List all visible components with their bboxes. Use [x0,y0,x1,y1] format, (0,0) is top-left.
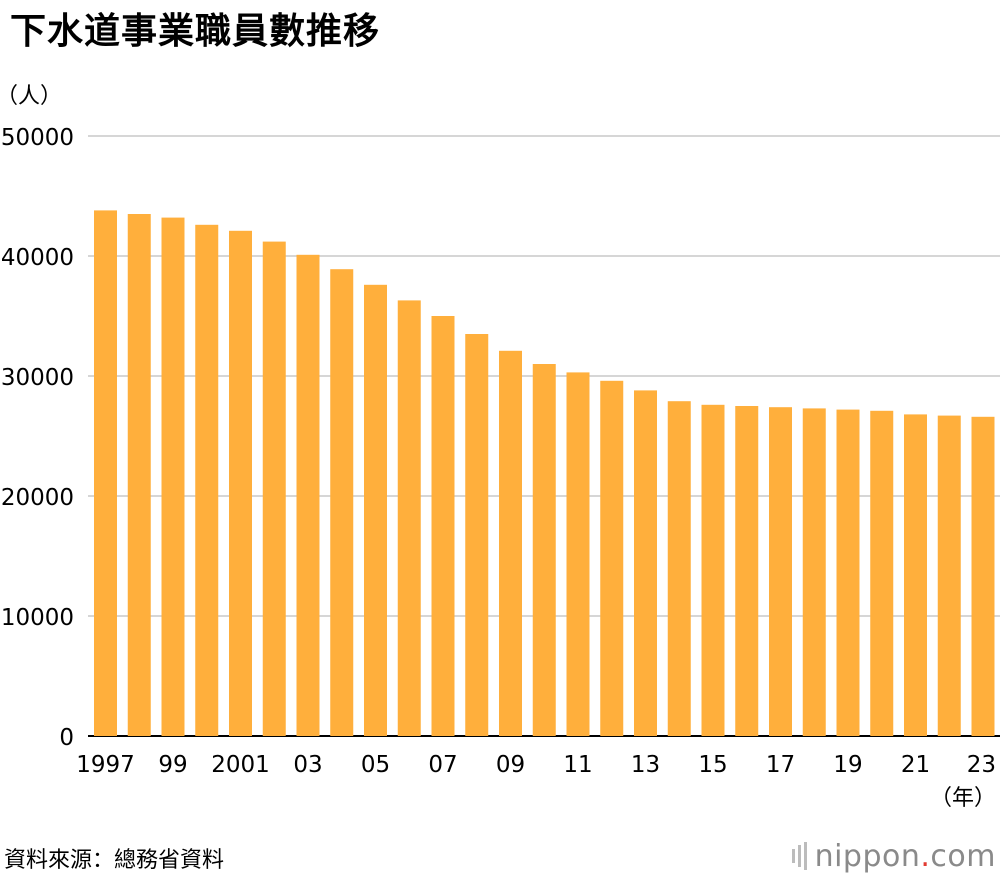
bar-2013 [634,390,657,736]
bar-2017 [769,407,792,736]
bar-1997 [94,210,117,736]
x-tick-label: 13 [631,752,660,778]
x-tick-label: 03 [293,752,322,778]
x-tick-label: 07 [428,752,457,778]
x-tick-label: 99 [158,752,187,778]
x-tick-label: 21 [901,752,930,778]
x-tick-label: 09 [496,752,525,778]
x-tick-label: 15 [698,752,727,778]
bar-2018 [802,408,826,736]
x-tick-labels: 1997 99 2001 03 05 07 09 11 13 15 17 19 21 23 [76,752,996,778]
x-axis-label: （年） [930,786,996,811]
y-tick-label: 10000 [1,605,74,631]
bar-2004 [330,269,354,736]
bar-2007 [431,316,455,736]
x-tick-label: 05 [361,752,390,778]
logo-bars-icon [791,842,807,870]
bar-2022 [937,415,961,736]
bar-1998 [127,214,151,736]
bar-2020 [870,410,894,736]
bar-2016 [735,406,759,736]
bar-2000 [195,224,219,737]
bar-2002 [262,241,286,736]
bar-2008 [465,334,489,736]
x-tick-label: 19 [833,752,862,778]
bar-2001 [229,230,252,737]
bar-2021 [904,414,927,736]
y-tick-labels: 0 10000 20000 30000 40000 50000 [1,125,74,751]
bar-2005 [364,284,387,736]
y-tick-label: 50000 [1,125,74,151]
x-tick-label: 23 [967,752,996,778]
nippon-logo: nippon.com [791,836,996,876]
bar-2010 [532,364,556,736]
bar-2019 [836,409,860,736]
bar-2006 [397,300,421,736]
x-tick-label: 11 [563,752,592,778]
bar-2015 [701,404,725,736]
x-tick-label: 17 [766,752,795,778]
source-note: 資料來源：總務省資料 [4,848,225,873]
logo-text: nippon.com [814,838,996,874]
x-tick-label: 2001 [211,752,270,778]
bar-2009 [499,350,522,736]
bar-2011 [566,372,590,736]
y-tick-label: 30000 [1,365,74,391]
chart-title: 下水道事業職員數推移 [10,11,381,52]
bar-2023 [971,416,995,736]
y-tick-label: 40000 [1,245,74,271]
bar-1999 [161,217,185,737]
y-axis-label: （人） [0,84,62,109]
bar-2012 [600,380,624,736]
bars [94,210,995,737]
y-tick-label: 20000 [1,485,74,511]
x-tick-label: 1997 [76,752,135,778]
bar-2014 [667,401,691,736]
y-tick-label: 0 [59,725,74,751]
bar-2003 [296,254,320,737]
